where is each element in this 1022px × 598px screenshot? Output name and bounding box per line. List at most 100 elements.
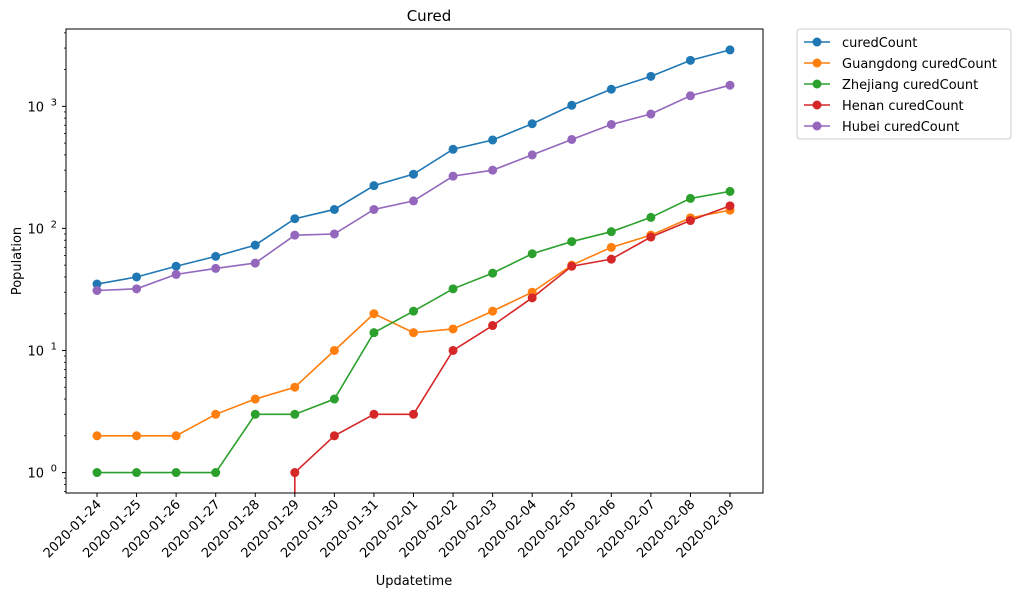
x-axis: 2020-01-242020-01-252020-01-262020-01-27… <box>41 493 738 561</box>
legend-label-zhejiang-curedcount: Zhejiang curedCount <box>842 78 978 93</box>
data-point-hubei-curedcount <box>369 204 379 214</box>
data-point-henan-curedcount <box>290 468 300 478</box>
data-point-guangdong-curedcount <box>171 431 181 441</box>
y-axis: 10 0 10 1 10 2 10 3 <box>27 32 66 492</box>
y-tick-exponent: 0 <box>51 464 57 475</box>
y-tick-label: 10 <box>27 100 44 115</box>
data-point-hubei-curedcount <box>250 258 260 268</box>
data-point-guangdong-curedcount <box>448 324 458 334</box>
data-point-hubei-curedcount <box>329 229 339 239</box>
legend-marker-henan-curedcount <box>812 100 822 110</box>
data-point-guangdong-curedcount <box>329 345 339 355</box>
legend-marker-hubei-curedcount <box>812 121 822 131</box>
data-point-curedcount <box>488 135 498 145</box>
data-point-hubei-curedcount <box>567 134 577 144</box>
data-point-guangdong-curedcount <box>132 431 142 441</box>
y-tick-exponent: 3 <box>51 97 57 108</box>
legend-label-henan-curedcount: Henan curedCount <box>842 99 964 114</box>
axes-frame <box>65 28 764 494</box>
data-point-curedcount <box>290 214 300 224</box>
data-point-henan-curedcount <box>527 293 537 303</box>
data-point-henan-curedcount <box>567 261 577 271</box>
data-point-hubei-curedcount <box>409 196 418 206</box>
data-point-hubei-curedcount <box>646 109 656 119</box>
data-point-zhejiang-curedcount <box>448 284 458 294</box>
data-point-hubei-curedcount <box>92 285 102 295</box>
legend-label-guangdong-curedcount: Guangdong curedCount <box>842 57 997 72</box>
legend-marker-zhejiang-curedcount <box>812 79 822 89</box>
data-point-zhejiang-curedcount <box>409 306 418 316</box>
data-point-guangdong-curedcount <box>250 394 260 404</box>
y-tick-exponent: 1 <box>51 341 57 352</box>
series-line-curedcount <box>96 49 731 285</box>
y-tick-exponent: 2 <box>51 219 57 230</box>
data-point-curedcount <box>527 119 537 129</box>
data-point-zhejiang-curedcount <box>567 237 577 247</box>
data-point-zhejiang-curedcount <box>606 227 616 237</box>
data-point-curedcount <box>685 55 695 65</box>
y-axis-title: Population <box>10 227 25 295</box>
series-line-henan-curedcount <box>294 205 731 474</box>
data-point-guangdong-curedcount <box>211 409 221 419</box>
data-point-zhejiang-curedcount <box>250 409 260 419</box>
y-tick-label: 10 <box>27 344 44 359</box>
data-point-curedcount <box>329 204 339 214</box>
data-point-zhejiang-curedcount <box>171 468 181 478</box>
y-tick-label: 10 <box>27 467 44 482</box>
data-point-zhejiang-curedcount <box>646 212 656 222</box>
data-point-henan-curedcount <box>448 345 458 355</box>
data-point-guangdong-curedcount <box>369 309 379 319</box>
data-point-hubei-curedcount <box>448 171 458 181</box>
data-point-curedcount <box>606 84 616 94</box>
legend-frame <box>796 28 1012 140</box>
data-point-curedcount <box>725 45 735 55</box>
data-point-curedcount <box>567 100 577 110</box>
data-point-hubei-curedcount <box>606 119 616 129</box>
x-axis-title: Updatetime <box>376 574 452 589</box>
data-point-hubei-curedcount <box>527 150 537 160</box>
data-point-curedcount <box>211 251 221 261</box>
data-point-hubei-curedcount <box>171 269 181 279</box>
data-point-curedcount <box>92 279 102 289</box>
data-point-henan-curedcount <box>409 409 418 419</box>
data-point-guangdong-curedcount <box>92 431 102 441</box>
plot-area <box>92 45 735 493</box>
data-point-curedcount <box>171 261 181 271</box>
data-point-hubei-curedcount <box>132 284 142 294</box>
chart-title: Cured <box>407 7 452 25</box>
legend-marker-curedcount <box>812 37 822 47</box>
data-point-guangdong-curedcount <box>606 242 616 252</box>
data-point-henan-curedcount <box>646 232 656 242</box>
data-point-zhejiang-curedcount <box>211 468 221 478</box>
data-point-hubei-curedcount <box>725 80 735 90</box>
data-point-zhejiang-curedcount <box>92 468 102 478</box>
data-point-guangdong-curedcount <box>488 306 498 316</box>
data-point-hubei-curedcount <box>488 165 498 175</box>
data-point-curedcount <box>369 181 379 191</box>
series-line-hubei-curedcount <box>96 84 731 292</box>
legend-label-hubei-curedcount: Hubei curedCount <box>842 120 959 135</box>
data-point-zhejiang-curedcount <box>685 193 695 203</box>
data-point-zhejiang-curedcount <box>527 249 537 259</box>
data-point-zhejiang-curedcount <box>132 468 142 478</box>
data-point-curedcount <box>448 144 458 154</box>
data-point-henan-curedcount <box>725 201 735 211</box>
data-point-henan-curedcount <box>488 321 498 331</box>
data-point-henan-curedcount <box>369 409 379 419</box>
data-point-zhejiang-curedcount <box>290 409 300 419</box>
legend-marker-guangdong-curedcount <box>812 58 822 68</box>
data-point-henan-curedcount <box>606 254 616 264</box>
series-line-guangdong-curedcount <box>97 209 731 437</box>
data-point-zhejiang-curedcount <box>369 328 379 338</box>
legend: curedCount Guangdong curedCount Zhejiang c… <box>796 28 1012 140</box>
data-point-curedcount <box>409 169 418 179</box>
data-point-zhejiang-curedcount <box>725 186 735 196</box>
data-point-curedcount <box>646 71 656 81</box>
data-point-zhejiang-curedcount <box>488 268 498 278</box>
data-point-curedcount <box>250 240 260 250</box>
data-point-guangdong-curedcount <box>409 328 418 338</box>
legend-label-curedcount: curedCount <box>842 36 917 51</box>
data-point-hubei-curedcount <box>290 230 300 240</box>
data-point-zhejiang-curedcount <box>329 394 339 404</box>
